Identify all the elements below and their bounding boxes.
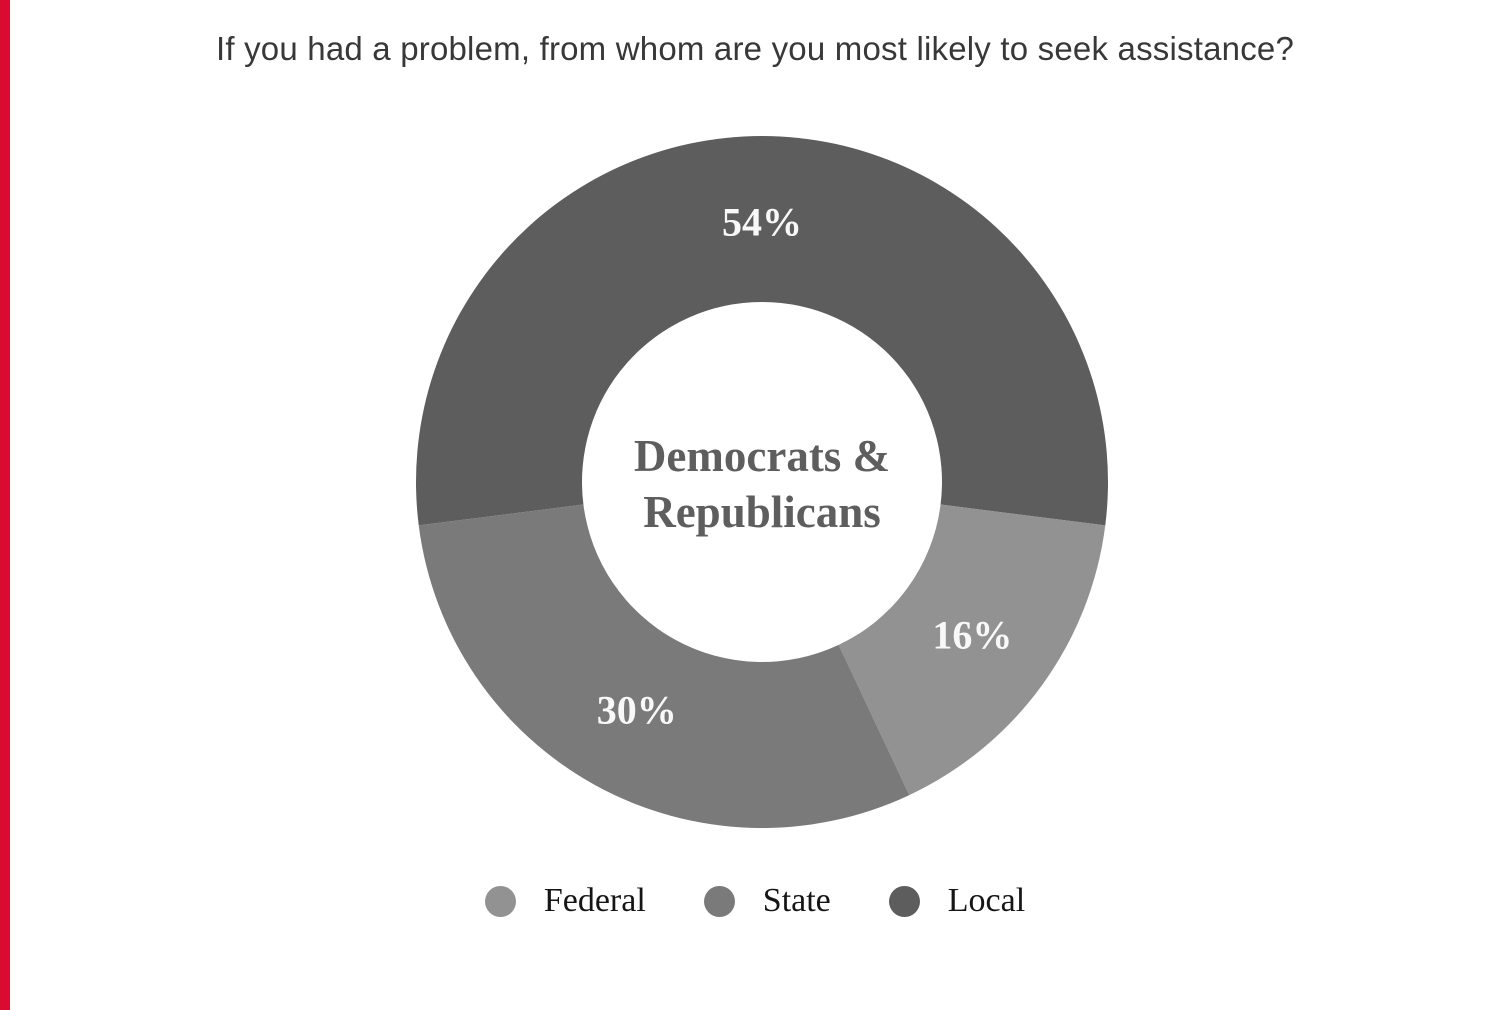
legend: Federal State Local (10, 882, 1500, 920)
data-label-local: 54% (722, 200, 802, 245)
donut-segment-state (418, 504, 910, 828)
legend-item-local: Local (888, 882, 1026, 920)
legend-item-state: State (703, 882, 831, 920)
donut-center-label-line2: Republicans (643, 487, 881, 537)
donut-center-label-line1: Democrats & (633, 431, 891, 481)
donut-segment-federal (838, 504, 1106, 796)
legend-label-federal: Federal (543, 882, 646, 919)
left-accent-bar (0, 0, 10, 1010)
donut-segment-local (415, 136, 1108, 526)
donut-center-label: Democrats & Republicans (512, 428, 1012, 540)
legend-label-local: Local (947, 882, 1026, 919)
legend-swatch-federal-icon (484, 885, 516, 917)
chart-title: If you had a problem, from whom are you … (215, 30, 1294, 67)
legend-swatch-state-icon (703, 885, 735, 917)
data-label-state: 30% (597, 687, 677, 732)
data-label-federal: 16% (932, 612, 1012, 657)
legend-label-state: State (762, 882, 831, 919)
legend-item-federal: Federal (484, 882, 646, 920)
legend-swatch-local-icon (888, 885, 920, 917)
